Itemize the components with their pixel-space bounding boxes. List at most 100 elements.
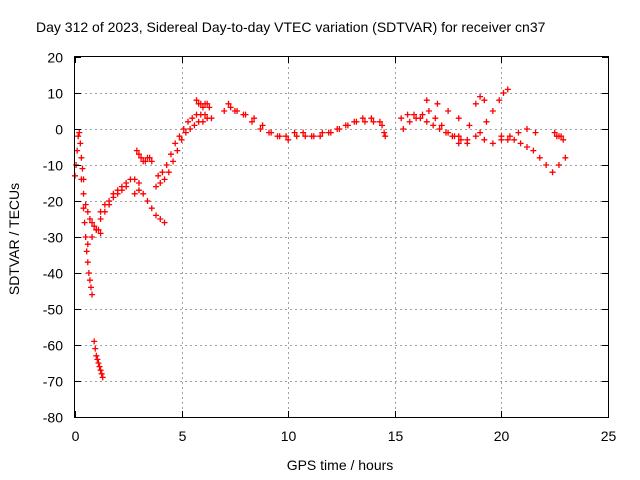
data-point xyxy=(77,140,84,147)
data-point xyxy=(178,136,185,143)
x-tick-label: 0 xyxy=(72,428,80,444)
series-morning-rise xyxy=(153,115,215,190)
data-point xyxy=(381,129,388,136)
data-point xyxy=(266,129,273,136)
data-point xyxy=(498,136,505,143)
series-midday-b xyxy=(225,100,383,140)
data-point xyxy=(93,352,100,359)
data-point xyxy=(419,111,426,118)
data-point xyxy=(106,198,113,204)
x-tick-label: 25 xyxy=(601,428,617,444)
data-point xyxy=(543,162,550,168)
data-points xyxy=(72,86,569,381)
data-point xyxy=(370,118,377,125)
y-tick-label: -60 xyxy=(43,338,63,354)
data-point xyxy=(89,291,96,298)
data-point xyxy=(78,154,85,161)
data-point xyxy=(140,190,147,197)
data-point xyxy=(504,86,511,93)
series-midday xyxy=(221,104,386,143)
data-point xyxy=(133,147,140,154)
grid xyxy=(75,57,608,417)
data-point xyxy=(161,176,168,183)
data-point xyxy=(80,205,87,212)
data-point xyxy=(423,97,430,104)
data-point xyxy=(159,169,166,176)
plot-frame xyxy=(74,56,609,418)
data-point xyxy=(445,129,452,136)
data-point xyxy=(489,108,496,114)
data-point xyxy=(515,129,522,136)
data-point xyxy=(161,219,168,226)
data-point xyxy=(199,104,206,111)
data-point xyxy=(555,162,562,168)
y-tick-label: -10 xyxy=(43,158,63,174)
data-point xyxy=(558,133,565,140)
data-point xyxy=(84,208,91,215)
data-point xyxy=(157,180,164,186)
data-point xyxy=(135,180,142,186)
data-point xyxy=(464,136,471,143)
data-point xyxy=(187,126,194,132)
data-point xyxy=(342,122,349,129)
data-point xyxy=(202,111,209,118)
series-evening-b xyxy=(400,108,471,147)
data-point xyxy=(293,133,300,140)
y-tick-label: 0 xyxy=(55,122,63,138)
data-point xyxy=(97,367,104,374)
data-point xyxy=(172,140,179,147)
data-point xyxy=(182,129,189,136)
data-point xyxy=(536,154,543,161)
data-point xyxy=(221,108,228,114)
data-point xyxy=(231,108,238,114)
data-point xyxy=(430,122,437,129)
data-point xyxy=(351,118,358,125)
data-point xyxy=(379,122,386,129)
data-point xyxy=(248,118,255,125)
data-point xyxy=(96,363,103,370)
data-point xyxy=(95,360,102,366)
data-point xyxy=(82,201,89,208)
data-point xyxy=(208,115,215,122)
data-point xyxy=(432,115,439,122)
data-point xyxy=(170,158,177,165)
x-tick-label: 15 xyxy=(388,428,404,444)
data-point xyxy=(325,129,332,136)
data-point xyxy=(76,129,83,136)
data-point xyxy=(551,129,558,136)
data-point xyxy=(148,205,155,212)
data-point xyxy=(75,133,82,140)
series-isolated xyxy=(381,129,389,140)
data-point xyxy=(259,122,266,129)
data-point xyxy=(184,118,191,125)
data-point xyxy=(97,216,104,222)
data-point xyxy=(101,201,108,208)
data-point xyxy=(483,118,490,125)
data-point xyxy=(481,136,488,143)
series-late-spike xyxy=(423,93,488,129)
data-point xyxy=(82,234,89,240)
x-tick-labels: 0 5 10 15 20 25 xyxy=(72,428,617,444)
x-tick-label: 20 xyxy=(494,428,510,444)
x-tick-label: 10 xyxy=(281,428,297,444)
y-tick-label: -50 xyxy=(43,302,63,318)
data-point xyxy=(359,115,366,122)
data-point xyxy=(562,154,569,161)
data-point xyxy=(506,133,513,140)
series-late-arc xyxy=(477,86,511,136)
data-point xyxy=(148,158,155,165)
data-point xyxy=(167,151,174,158)
series-spike xyxy=(80,205,96,298)
series-morning-rise-b xyxy=(155,111,209,179)
data-point xyxy=(560,136,567,143)
data-point xyxy=(517,140,524,147)
data-point xyxy=(240,111,247,118)
y-tick-label: -80 xyxy=(43,410,63,426)
data-point xyxy=(523,144,530,150)
data-point xyxy=(334,126,341,132)
data-point xyxy=(549,169,556,176)
data-point xyxy=(455,140,462,147)
data-point xyxy=(155,172,162,179)
data-point xyxy=(438,122,445,129)
